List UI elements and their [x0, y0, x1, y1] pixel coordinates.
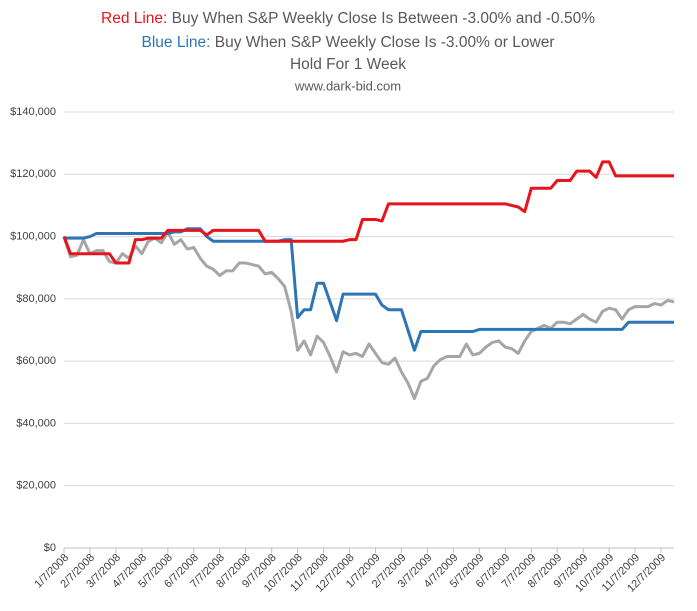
title-blue-label: Blue Line:	[142, 34, 211, 51]
series-line	[64, 227, 674, 352]
y-tick-label: $40,000	[16, 417, 56, 429]
series-line	[62, 160, 674, 265]
y-tick-label: $20,000	[16, 480, 56, 492]
title-red-text: Buy When S&P Weekly Close Is Between -3.…	[172, 10, 596, 27]
y-tick-label: $80,000	[16, 293, 56, 305]
title-red-label: Red Line:	[101, 10, 167, 27]
title-red: Red Line: Buy When S&P Weekly Close Is B…	[101, 10, 595, 27]
y-tick-label: $140,000	[10, 106, 56, 118]
title-blue-text: Buy When S&P Weekly Close Is -3.00% or L…	[215, 34, 555, 51]
y-tick-label: $100,000	[10, 230, 56, 242]
y-tick-label: $0	[44, 542, 56, 554]
title-blue: Blue Line: Buy When S&P Weekly Close Is …	[142, 34, 555, 51]
y-tick-label: $60,000	[16, 355, 56, 367]
subtitle: www.dark-bid.com	[294, 78, 401, 93]
series-line	[62, 230, 675, 401]
title-hold: Hold For 1 Week	[290, 56, 406, 73]
y-tick-label: $120,000	[10, 168, 56, 180]
